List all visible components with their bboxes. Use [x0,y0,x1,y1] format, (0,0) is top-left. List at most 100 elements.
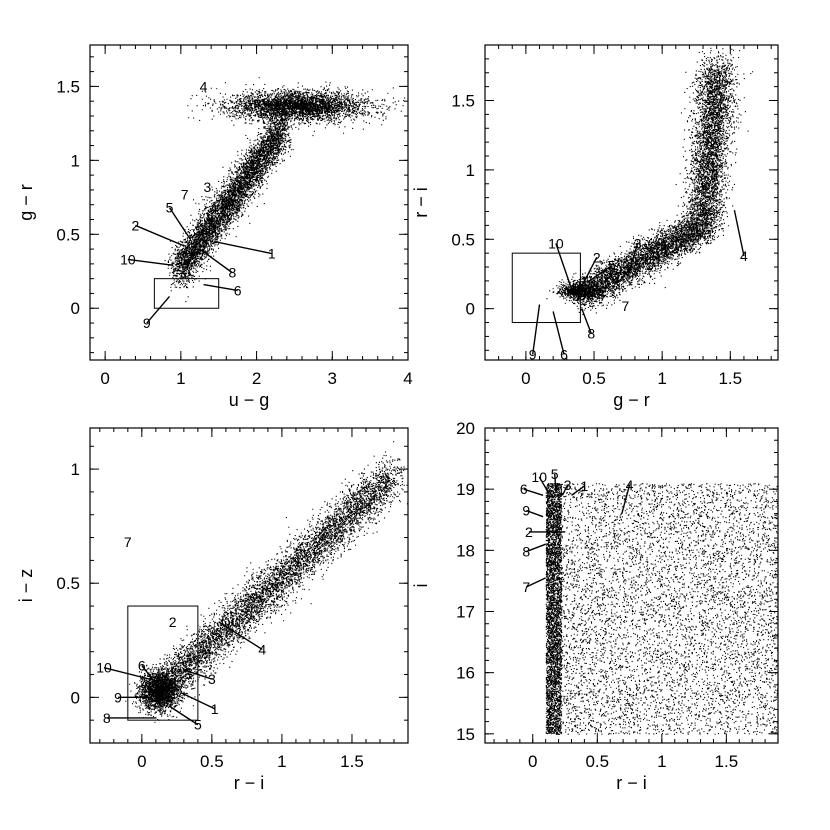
x-tick-label: 0 [528,752,537,771]
x-tick-label: 0 [521,369,530,388]
annotation-leader-4 [733,209,745,257]
annotation-label-4: 4 [626,477,634,493]
x-tick-label: 0 [137,752,146,771]
y-tick-label: 1 [71,460,80,479]
y-axis-label: i − z [16,569,36,603]
point-cloud [545,483,778,735]
x-tick-label: 2 [252,369,261,388]
annotation-label-1: 1 [580,478,588,494]
annotation-leader-6 [203,283,238,292]
annotation-label-8: 8 [522,544,530,560]
y-tick-label: 17 [456,602,475,621]
annotation-label-4: 4 [740,248,748,264]
x-tick-label: 1 [277,752,286,771]
panel-4: 0 0.5 1 1.5 15 16 17 18 19 20 r − i i 1 2 3 4 5 6 7 8 9 10 [411,419,779,793]
annotation-leader-3 [627,243,639,276]
annotation-label-9: 9 [522,503,530,519]
annotation-label-4: 4 [258,641,266,657]
x-tick-label: 0.5 [582,369,606,388]
y-tick-label: 1.5 [56,77,80,96]
annotation-label-7: 7 [124,534,132,550]
x-tick-label: 1 [176,369,185,388]
annotation-label-3: 3 [634,235,642,251]
annotation-leader-3 [561,484,569,496]
scatter-points [545,483,778,735]
panel-1: 0 1 2 3 4 0 0.5 1 1.5 u − g g − r 1 2 3 4 5 6 7 8 9 10 [16,44,413,410]
annotation-label-10: 10 [548,235,564,251]
x-tick-label: 0.5 [200,752,224,771]
annotation-leader-1 [571,485,585,496]
y-tick-label: 1 [466,161,475,180]
annotation-leader-5 [169,705,199,726]
x-axis-label: u − g [229,390,270,410]
annotation-label-3: 3 [208,671,216,687]
annotation-label-10: 10 [96,660,112,676]
annotation-label-1: 1 [268,246,276,262]
point-cloud [546,47,754,315]
annotation-label-9: 9 [114,689,122,705]
point-cloud [164,77,408,303]
annotation-label-5: 5 [166,200,174,216]
y-tick-label: 0.5 [451,230,475,249]
annotation-leader-8 [526,543,546,553]
annotation-label-3: 3 [203,179,211,195]
annotation-label-7: 7 [522,579,530,595]
annotation-leader-5 [554,473,557,493]
annotation-leader-10 [555,243,575,296]
x-tick-label: 0.5 [585,752,609,771]
annotation-leader-8 [199,248,233,274]
annotation-label-5: 5 [194,717,202,733]
selection-box [153,278,220,309]
annotation-label-2: 2 [132,217,140,233]
annotation-leader-3 [183,669,213,680]
annotation-label-6: 6 [560,346,568,362]
plot-frame [89,427,409,744]
annotation-leader-9 [526,509,544,518]
annotation-leader-6 [523,488,544,496]
annotation-label-10: 10 [120,251,136,267]
annotation-label-4: 4 [200,78,208,94]
x-axis-label: r − i [234,773,265,793]
minor-ticks [90,428,409,744]
annotation-leader-5 [168,207,191,240]
x-tick-label: 0 [100,369,109,388]
annotation-leader-9 [532,304,541,355]
annotation-leader-9 [146,295,171,324]
plot-frame [484,44,779,361]
annotation-leader-1 [180,692,215,710]
scatter-points [164,77,408,303]
annotation-label-8: 8 [587,326,595,342]
y-tick-label: 1 [71,151,80,170]
y-axis-label: r − i [411,187,431,218]
minor-ticks [485,44,778,360]
annotation-label-9: 9 [529,346,537,362]
scatter-points [125,441,408,723]
y-tick-label: 1.5 [451,92,475,111]
x-tick-label: 1.5 [715,752,739,771]
y-axis-label: i [411,584,431,588]
annotation-label-2: 2 [169,614,177,630]
annotation-label-2: 2 [525,524,533,540]
annotation-leader-1 [214,241,272,255]
y-tick-label: 0.5 [56,574,80,593]
annotation-label-8: 8 [228,265,236,281]
x-tick-label: 1.5 [718,369,742,388]
y-tick-label: 19 [456,480,475,499]
x-tick-label: 3 [328,369,337,388]
y-axis-label: g − r [16,184,36,221]
annotation-label-5: 5 [551,466,559,482]
annotation-leader-10 [103,666,159,683]
y-tick-label: 0 [466,300,475,319]
plot-frame [484,427,779,744]
x-tick-label: 1 [657,369,666,388]
plot-frame [89,44,409,361]
annotation-leader-2 [582,256,598,284]
annotation-label-7: 7 [181,186,189,202]
annotation-leader-2 [135,224,185,247]
x-tick-label: 4 [403,369,412,388]
minor-ticks [89,45,409,360]
annotation-label-6: 6 [234,282,242,298]
